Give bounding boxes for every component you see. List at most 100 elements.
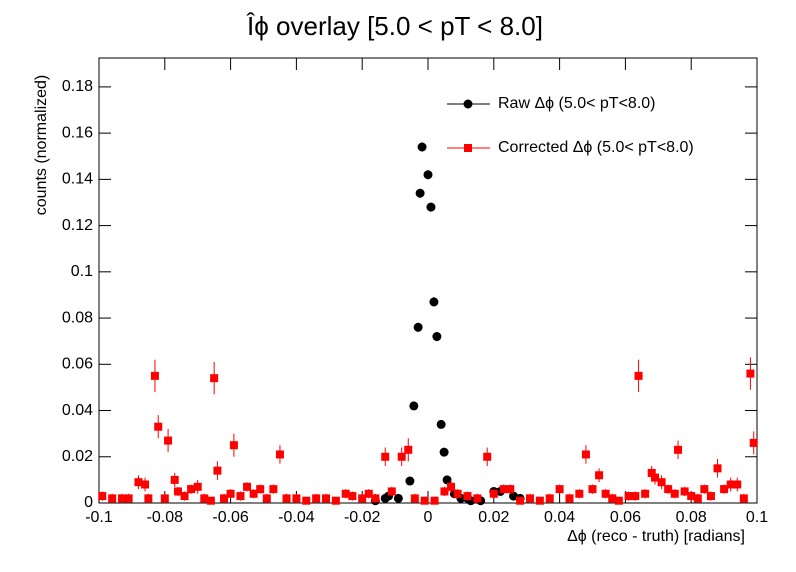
data-point (292, 494, 301, 503)
data-point (206, 496, 215, 505)
data-point (535, 496, 544, 505)
data-point (463, 492, 472, 501)
data-point (426, 202, 436, 212)
data-point (312, 494, 321, 503)
data-point (733, 480, 742, 489)
data-point (322, 494, 331, 503)
x-tick-label: -0.02 (344, 509, 381, 526)
data-point (726, 480, 735, 489)
data-point (565, 494, 574, 503)
data-point (651, 473, 660, 482)
data-point (506, 485, 515, 494)
data-point (269, 485, 278, 494)
data-point (410, 494, 419, 503)
x-tick-label: 0.04 (544, 509, 575, 526)
data-point (141, 480, 150, 489)
data-point (213, 466, 222, 475)
data-point (489, 489, 498, 498)
data-point (447, 482, 456, 491)
data-point (713, 464, 722, 473)
data-point (499, 485, 508, 494)
data-point (687, 492, 696, 501)
x-tick-label: 0.08 (676, 509, 707, 526)
data-point (664, 485, 673, 494)
data-point (397, 452, 406, 461)
data-point (405, 476, 415, 486)
data-point (210, 374, 219, 383)
data-point (160, 494, 169, 503)
data-point (256, 485, 265, 494)
data-point (440, 487, 449, 496)
data-point (473, 494, 482, 503)
legend-label: Raw Δϕ (5.0< pT<8.0) (498, 95, 656, 112)
data-point (641, 489, 650, 498)
data-point (432, 332, 442, 342)
data-point (180, 492, 189, 501)
y-axis-label: counts (normalized) (33, 75, 50, 216)
data-point (387, 487, 396, 496)
data-point (415, 188, 425, 198)
y-tick-label: 0.06 (62, 356, 93, 373)
data-point (693, 494, 702, 503)
data-point (229, 441, 238, 450)
data-point (404, 445, 413, 454)
data-point (243, 482, 252, 491)
data-point (420, 496, 429, 505)
x-tick-label: 0.06 (610, 509, 641, 526)
chart-title: Îϕ overlay [5.0 < pT < 8.0] (246, 11, 543, 41)
data-point (364, 489, 373, 498)
data-point (595, 471, 604, 480)
x-tick-label: -0.1 (85, 509, 113, 526)
data-point (170, 475, 179, 484)
data-point (417, 142, 427, 152)
y-tick-label: 0.08 (62, 309, 93, 326)
data-point (331, 496, 340, 505)
x-tick-label: 0.02 (478, 509, 509, 526)
data-point (670, 489, 679, 498)
data-point (118, 494, 127, 503)
data-point (631, 492, 640, 501)
data-point (220, 494, 229, 503)
data-point (608, 494, 617, 503)
data-point (483, 452, 492, 461)
data-point (134, 478, 143, 487)
data-point (413, 322, 423, 332)
data-point (144, 494, 153, 503)
data-point (555, 485, 564, 494)
x-tick-label: -0.04 (278, 509, 315, 526)
data-point (657, 478, 666, 487)
data-point (275, 450, 284, 459)
y-tick-label: 0.1 (71, 263, 93, 280)
data-point (700, 485, 709, 494)
data-point (430, 496, 439, 505)
data-point (236, 492, 245, 501)
y-tick-label: 0.12 (62, 217, 93, 234)
data-point (302, 496, 311, 505)
data-point (624, 492, 633, 501)
data-point (409, 401, 419, 411)
data-point (164, 436, 173, 445)
data-point (154, 422, 163, 431)
data-point (249, 489, 258, 498)
x-tick-label: 0.1 (746, 509, 768, 526)
data-point (429, 297, 439, 307)
data-point (173, 487, 182, 496)
data-point (226, 489, 235, 498)
data-point (545, 494, 554, 503)
data-point (581, 450, 590, 459)
y-tick-label: 0.14 (62, 171, 93, 188)
data-point (439, 447, 449, 457)
data-point (516, 496, 525, 505)
data-point (371, 494, 380, 503)
data-point (124, 494, 133, 503)
data-point (98, 492, 107, 501)
legend-marker (463, 99, 473, 109)
y-tick-label: 0 (84, 494, 93, 511)
data-point (193, 482, 202, 491)
data-point (739, 494, 748, 503)
legend-marker (464, 144, 472, 152)
x-tick-label: 0 (424, 509, 433, 526)
x-axis-label: Δϕ (reco - truth) [radians] (567, 528, 745, 545)
data-point (282, 494, 291, 503)
